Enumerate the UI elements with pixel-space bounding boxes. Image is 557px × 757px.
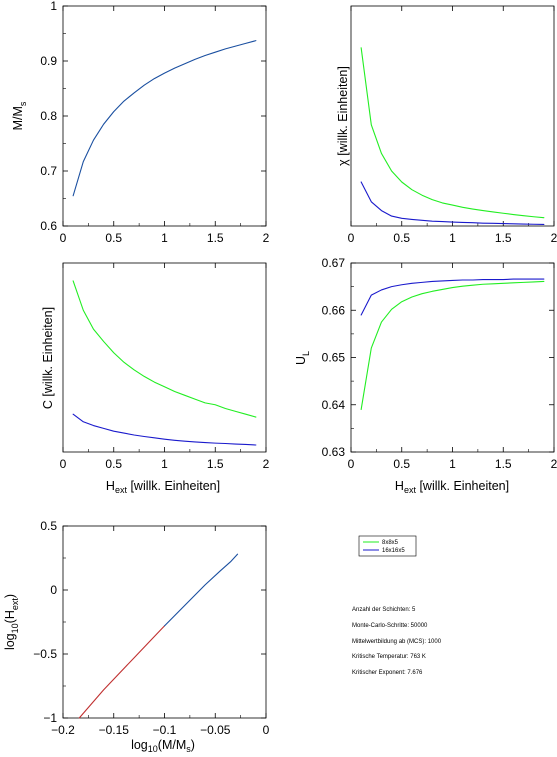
legend-label-16x16x5: 16x16x5 <box>382 548 405 554</box>
y-tick-label: −0.5 <box>33 647 57 661</box>
y-tick-label: 0.6 <box>40 219 57 233</box>
plot-frame <box>62 262 267 453</box>
panel-loglog: log10(Hext) log10(M/Ms) −0.2 −0.15 −0.1 −0.… <box>3 519 270 754</box>
series-line-0 <box>360 280 545 411</box>
info-critical-temperature: Kritische Temperatur: 763 K <box>352 654 426 660</box>
y-tick-label: 0.64 <box>322 398 346 412</box>
simulation-info: Anzahl der Schichten: 5 Monte-Carlo-Schr… <box>352 607 442 676</box>
x-tick-label: 1.5 <box>207 457 224 471</box>
series-line-1 <box>72 413 257 446</box>
y-tick-label: 0.63 <box>322 445 346 459</box>
x-tick-label: 1 <box>161 231 168 245</box>
x-tick-label: 1.5 <box>207 231 224 245</box>
y-tick-label: 0.67 <box>322 256 346 270</box>
x-tick-label: 0.5 <box>393 231 410 245</box>
series-line-1 <box>163 553 239 627</box>
series-line-0 <box>72 280 257 418</box>
x-tick-label: 0.5 <box>105 457 122 471</box>
x-axis-label: Hext [willk. Einheiten] <box>106 479 220 495</box>
y-axis-label: χ [willk. Einheiten] <box>336 66 350 166</box>
series-line-0 <box>72 40 257 197</box>
series-line-1 <box>360 181 545 226</box>
y-tick-label: 0.5 <box>40 519 57 533</box>
series-line-0 <box>360 47 545 219</box>
x-tick-label: 1 <box>161 457 168 471</box>
y-tick-label: 0.9 <box>40 54 57 68</box>
x-tick-label: −0.1 <box>153 723 177 737</box>
x-tick-label: −0.2 <box>51 723 75 737</box>
y-axis-label: C [willk. Einheiten] <box>41 307 55 409</box>
y-tick-label: −1 <box>43 711 57 725</box>
x-tick-label: 0 <box>348 231 355 245</box>
y-tick-label: 0.66 <box>322 303 346 317</box>
x-tick-label: 0 <box>348 457 355 471</box>
info-averaging-start: Mittelwertbildung ab (MCS): 1000 <box>352 639 442 645</box>
y-tick-label: 0.65 <box>322 351 346 365</box>
x-tick-label: 2 <box>263 457 270 471</box>
info-critical-exponent: Kritischer Exponent: 7.676 <box>352 670 423 676</box>
panel-susceptibility: χ [willk. Einheiten] 0 0.5 1 1.5 2 <box>336 5 557 245</box>
y-axis-label: log10(Hext) <box>3 594 20 650</box>
plot-frame <box>62 525 267 719</box>
x-tick-label: 1.5 <box>495 231 512 245</box>
x-tick-label: −0.05 <box>200 723 231 737</box>
x-tick-label: 0 <box>60 457 67 471</box>
x-tick-label: 0.5 <box>105 231 122 245</box>
info-layers: Anzahl der Schichten: 5 <box>352 607 416 613</box>
panel-binder: UL Hext [willk. Einheiten] 0 0.5 1 1.5 2 0.63… <box>294 256 557 495</box>
info-mc-steps: Monte-Carlo-Schritte: 50000 <box>352 623 428 629</box>
x-tick-label: 2 <box>263 231 270 245</box>
legend: 8x8x5 16x16x5 <box>358 535 417 557</box>
y-tick-label: 0.8 <box>40 109 57 123</box>
y-axis-label: M/Ms <box>11 101 28 130</box>
x-tick-label: 2 <box>551 231 557 245</box>
plot-frame <box>350 5 555 227</box>
y-axis-label: UL <box>294 351 311 365</box>
series-line-1 <box>360 278 545 316</box>
panel-specific-heat: C [willk. Einheiten] Hext [willk. Einhei… <box>41 262 270 495</box>
x-tick-label: 0 <box>263 723 270 737</box>
legend-box <box>358 535 417 557</box>
x-axis-label: Hext [willk. Einheiten] <box>395 479 509 495</box>
plot-frame <box>62 5 267 227</box>
x-tick-label: 0.5 <box>393 457 410 471</box>
x-tick-label: 1.5 <box>495 457 512 471</box>
x-tick-label: 2 <box>551 457 557 471</box>
x-tick-label: −0.15 <box>99 723 130 737</box>
panel-magnetization: M/Ms 0 0.5 1 1.5 2 0.6 0.7 0.8 0.9 1 <box>11 0 270 245</box>
x-tick-label: 1 <box>449 457 456 471</box>
legend-label-8x8x5: 8x8x5 <box>382 540 399 546</box>
y-tick-label: 1 <box>50 0 57 13</box>
x-axis-label: log10(M/Ms) <box>131 738 195 754</box>
x-tick-label: 1 <box>449 231 456 245</box>
y-tick-label: 0.7 <box>40 164 57 178</box>
x-tick-label: 0 <box>60 231 67 245</box>
y-tick-label: 0 <box>50 583 57 597</box>
series-line-0 <box>78 625 166 719</box>
plot-frame <box>350 262 555 453</box>
